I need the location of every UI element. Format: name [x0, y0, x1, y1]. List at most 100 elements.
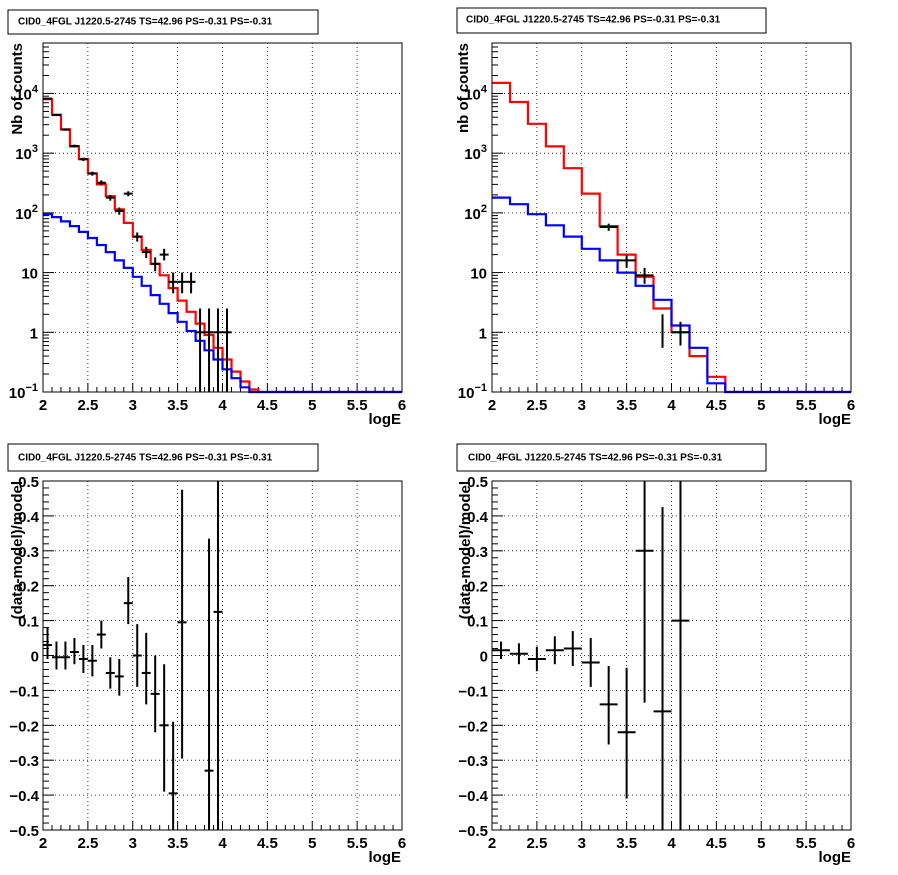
x-tick-label: 4 — [667, 397, 676, 414]
x-tick-label: 4.5 — [706, 835, 727, 852]
data-point — [51, 114, 61, 117]
x-tick-label: 5 — [757, 835, 765, 852]
y-tick-label: 0 — [480, 649, 488, 666]
chart-title: CID0_4FGL J1220.5-2745 TS=42.96 PS=-0.31… — [468, 453, 723, 464]
chart-title: CID0_4FGL J1220.5-2745 TS=42.96 PS=-0.31… — [18, 453, 273, 464]
y-tick-label: −0.4 — [458, 788, 488, 805]
x-tick-label: 2 — [488, 835, 496, 852]
x-tick-label: 2 — [39, 397, 47, 414]
x-tick-label: 3 — [578, 835, 586, 852]
y-tick-label: 0.5 — [467, 474, 488, 491]
data-point — [69, 144, 79, 148]
data-point — [96, 180, 106, 186]
x-tick-label: 5.5 — [796, 397, 817, 414]
y-tick-label: 10 — [21, 266, 38, 283]
x-tick-label: 2.5 — [77, 397, 98, 414]
x-axis-label: logE — [819, 411, 852, 428]
y-tick-label: 102 — [15, 203, 38, 223]
y-tick-label: 0.4 — [18, 509, 40, 526]
data-point — [213, 481, 223, 830]
data-point — [581, 638, 600, 687]
data-point — [105, 657, 115, 689]
y-tick-label: 0.5 — [18, 474, 39, 491]
y-tick-label: 0.1 — [18, 614, 39, 631]
x-tick-label: 6 — [847, 397, 855, 414]
x-tick-label: 4 — [667, 835, 676, 852]
data-point — [168, 272, 178, 294]
data-point — [96, 620, 106, 649]
data-point — [123, 576, 133, 625]
chart-panel-4: CID0_4FGL J1220.5-2745 TS=42.96 PS=-0.31… — [456, 443, 855, 866]
data-point — [60, 128, 70, 131]
y-tick-label: −0.1 — [9, 683, 39, 700]
title-box — [7, 9, 319, 35]
chart-panel-3: CID0_4FGL J1220.5-2745 TS=42.96 PS=-0.31… — [7, 443, 406, 866]
x-tick-label: 3 — [578, 397, 586, 414]
data-point — [114, 207, 124, 215]
chart-title: CID0_4FGL J1220.5-2745 TS=42.96 PS=-0.31… — [18, 17, 273, 28]
data-point — [635, 481, 654, 703]
y-tick-label: 10 — [470, 266, 487, 283]
y-tick-label: 0 — [31, 649, 39, 666]
y-tick-label: 104 — [15, 83, 39, 103]
y-tick-label: 0.3 — [18, 544, 39, 561]
data-point — [60, 641, 70, 670]
chart-panel-1: CID0_4FGL J1220.5-2745 TS=42.96 PS=-0.31… — [7, 9, 406, 428]
y-tick-label: −0.2 — [458, 718, 488, 735]
x-tick-label: 5.5 — [347, 835, 368, 852]
x-axis-label: logE — [369, 411, 402, 428]
x-tick-label: 5 — [308, 835, 316, 852]
y-tick-label: 1 — [479, 325, 487, 342]
x-tick-label: 5 — [757, 397, 765, 414]
x-tick-label: 6 — [398, 835, 406, 852]
x-tick-label: 6 — [847, 835, 855, 852]
x-tick-label: 3.5 — [616, 397, 637, 414]
x-tick-label: 3 — [129, 397, 137, 414]
y-axis-label: nb of counts — [455, 43, 472, 133]
data-point — [492, 641, 510, 659]
data-point — [114, 658, 124, 696]
data-point — [78, 157, 88, 161]
data-point — [132, 232, 142, 242]
y-tick-label: 10−1 — [9, 382, 38, 402]
y-tick-label: 103 — [15, 143, 38, 163]
data-point — [653, 507, 672, 830]
data-point — [168, 721, 178, 830]
data-point — [635, 267, 654, 284]
y-tick-label: 0.2 — [18, 579, 39, 596]
data-point — [159, 664, 169, 792]
x-tick-label: 2.5 — [77, 835, 98, 852]
y-tick-label: 0.4 — [467, 509, 489, 526]
data-point — [599, 665, 618, 745]
y-tick-label: −0.4 — [9, 788, 39, 805]
data-point — [213, 308, 223, 392]
x-tick-label: 3.5 — [167, 397, 188, 414]
title-box — [456, 443, 767, 472]
data-point — [509, 643, 528, 665]
x-tick-label: 2 — [488, 397, 496, 414]
x-tick-label: 5 — [308, 397, 316, 414]
data-point — [617, 667, 636, 799]
y-tick-label: 104 — [464, 83, 488, 103]
data-point — [204, 308, 214, 392]
data-point — [671, 321, 690, 346]
plot-frame — [42, 480, 403, 831]
data-point — [141, 246, 151, 259]
plot-area — [492, 481, 851, 830]
y-axis-label: (data-model)/model — [457, 481, 474, 619]
data-point — [159, 248, 169, 261]
data-point — [545, 636, 564, 665]
plot-area — [43, 481, 402, 830]
data-point — [222, 308, 232, 392]
plot-frame — [491, 480, 852, 831]
x-tick-label: 4 — [218, 397, 227, 414]
x-axis-label: logE — [369, 849, 402, 866]
x-axis-label: logE — [819, 849, 852, 866]
x-tick-label: 6 — [398, 397, 406, 414]
data-point — [105, 194, 115, 201]
title-box — [456, 7, 767, 34]
data-point — [177, 489, 187, 759]
data-point — [87, 171, 97, 176]
y-tick-label: −0.3 — [9, 753, 39, 770]
